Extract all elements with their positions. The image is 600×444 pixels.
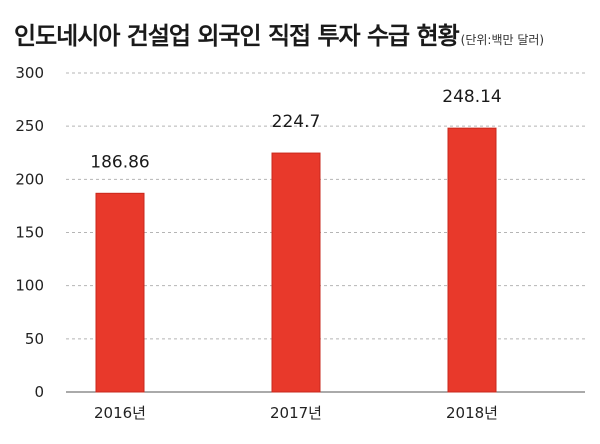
y-tick-label: 50 [25,330,44,348]
x-tick-label: 2016년 [94,404,146,422]
value-labels: 186.86 224.7 248.14 [90,87,501,172]
y-axis-ticks: 0 50 100 150 200 250 300 [15,64,44,401]
chart-title-row: 인도네시아 건설업 외국인 직접 투자 수급 현황 (단위:백만 달러) [14,16,544,51]
y-tick-label: 300 [15,64,44,82]
bar [271,152,321,393]
y-tick-label: 250 [15,117,44,135]
value-label: 224.7 [272,112,321,132]
x-tick-label: 2017년 [270,404,322,422]
y-tick-label: 200 [15,170,44,188]
bar [95,192,145,393]
chart-unit-note: (단위:백만 달러) [460,33,545,47]
y-tick-label: 100 [15,277,44,295]
y-tick-label: 150 [15,224,44,242]
bar [447,127,497,393]
value-label: 248.14 [442,87,501,107]
y-tick-label: 0 [34,383,44,401]
chart-title: 인도네시아 건설업 외국인 직접 투자 수급 현황 [14,22,460,50]
value-label: 186.86 [90,152,149,172]
gridlines [66,72,585,393]
x-axis-ticks: 2016년 2017년 2018년 [94,404,498,422]
bars [95,127,497,393]
x-tick-label: 2018년 [446,404,498,422]
